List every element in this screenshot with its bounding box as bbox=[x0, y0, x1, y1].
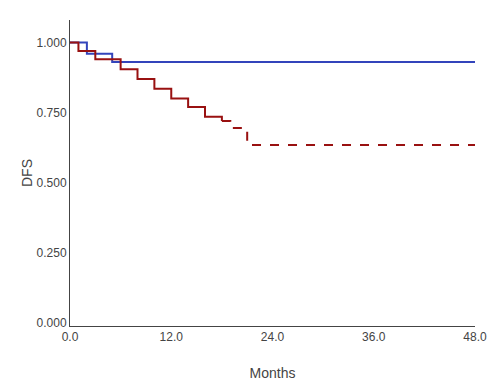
svg-text:12.0: 12.0 bbox=[160, 330, 184, 344]
svg-text:0.000: 0.000 bbox=[37, 316, 67, 330]
svg-text:48.0: 48.0 bbox=[463, 330, 487, 344]
svg-text:1.000: 1.000 bbox=[37, 36, 67, 50]
svg-text:0.750: 0.750 bbox=[37, 106, 67, 120]
svg-text:24.0: 24.0 bbox=[261, 330, 285, 344]
svg-text:0.250: 0.250 bbox=[37, 246, 67, 260]
svg-text:0.0: 0.0 bbox=[62, 330, 79, 344]
svg-text:DFS: DFS bbox=[19, 159, 35, 187]
svg-text:36.0: 36.0 bbox=[362, 330, 386, 344]
svg-text:Months: Months bbox=[250, 365, 296, 381]
svg-text:0.500: 0.500 bbox=[37, 176, 67, 190]
